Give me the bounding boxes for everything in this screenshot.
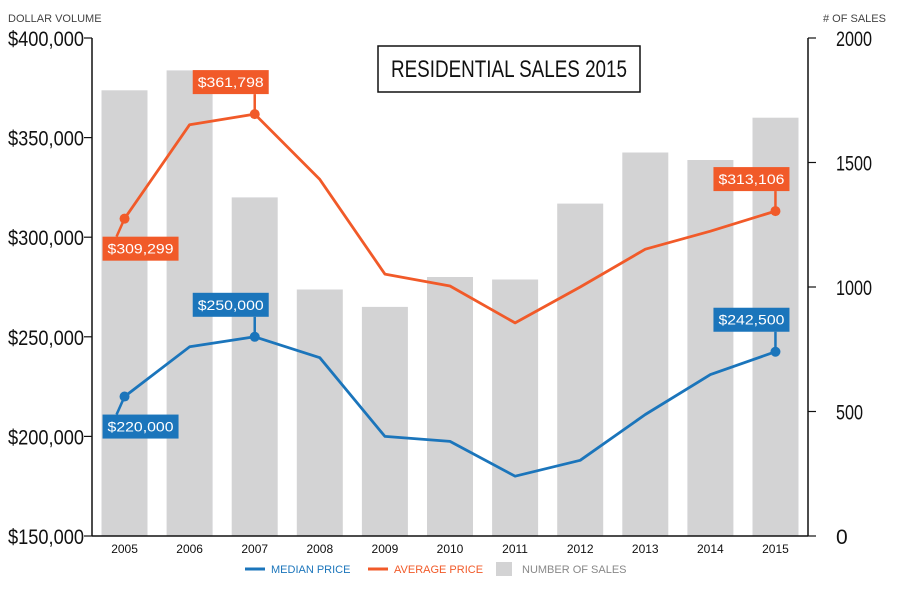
legend-label: AVERAGE PRICE xyxy=(394,564,483,576)
callouts-layer: $220,000 $250,000 $242,500 $309,299 $361,798… xyxy=(102,70,790,439)
callout-marker xyxy=(770,206,781,217)
right-tick-label: 1500 xyxy=(836,153,872,176)
chart-title-box: RESIDENTIAL SALES 2015 xyxy=(377,45,641,93)
left-tick-label: $400,000 xyxy=(8,28,84,51)
sales-bar-2008 xyxy=(296,289,343,536)
legend: MEDIAN PRICE AVERAGE PRICE NUMBER OF SALES xyxy=(245,562,627,576)
callout-box xyxy=(102,236,179,261)
left-tick-label: $350,000 xyxy=(8,128,84,151)
right-tick-label: 1000 xyxy=(836,277,872,300)
right-tick-label: 0 xyxy=(836,526,848,549)
sales-bar-2007 xyxy=(231,197,278,536)
callout-box xyxy=(713,167,790,192)
sales-bar-2014 xyxy=(687,160,734,536)
median-price-line xyxy=(123,335,777,478)
left-tick-label: $200,000 xyxy=(8,426,84,449)
callout-label: $220,000 xyxy=(108,419,174,435)
callout-marker xyxy=(119,391,130,402)
x-tick-label: 2006 xyxy=(176,542,203,556)
sales-bar-2009 xyxy=(361,306,408,536)
callout-242500: $242,500 xyxy=(713,307,790,357)
x-tick-label: 2012 xyxy=(567,542,594,556)
callout-marker xyxy=(119,213,130,224)
callout-label: $313,106 xyxy=(718,171,784,187)
sales-bar-2005 xyxy=(101,90,148,537)
sales-bar-2012 xyxy=(557,203,604,536)
callout-label: $309,299 xyxy=(108,241,174,257)
callout-label: $250,000 xyxy=(198,297,264,313)
chart-title: RESIDENTIAL SALES 2015 xyxy=(391,56,627,83)
left-tick-label: $250,000 xyxy=(8,327,84,350)
right-tick-label: 2000 xyxy=(836,28,872,51)
chart-title-frame xyxy=(377,45,641,93)
callout-250000: $250,000 xyxy=(192,292,269,342)
legend-swatch xyxy=(496,562,512,576)
x-tick-label: 2005 xyxy=(111,542,138,556)
callout-marker xyxy=(770,346,781,357)
legend-label: MEDIAN PRICE xyxy=(271,564,350,576)
callout-box xyxy=(102,414,179,439)
right-axis-title: # OF SALES xyxy=(823,13,886,25)
callout-313106: $313,106 xyxy=(713,167,790,217)
callout-marker xyxy=(249,109,260,120)
x-tick-label: 2008 xyxy=(306,542,333,556)
legend-item-median-price: MEDIAN PRICE xyxy=(245,564,350,576)
callout-220000: $220,000 xyxy=(102,391,179,439)
sales-bar-2013 xyxy=(622,152,669,536)
x-tick-label: 2014 xyxy=(697,542,724,556)
lines-layer xyxy=(123,112,777,478)
sales-bar-2010 xyxy=(427,277,473,536)
legend-item-average-price: AVERAGE PRICE xyxy=(368,564,483,576)
sales-bar-2011 xyxy=(492,279,539,536)
ticks-layer: $150,000 $200,000 $250,000 $300,000 $350,000… xyxy=(8,28,872,556)
x-tick-label: 2007 xyxy=(241,542,268,556)
left-tick-label: $300,000 xyxy=(8,227,84,250)
callout-label: $361,798 xyxy=(198,74,264,90)
callout-box xyxy=(192,292,269,317)
left-tick-label: $150,000 xyxy=(8,526,84,549)
callout-box xyxy=(713,307,790,332)
x-tick-label: 2015 xyxy=(762,542,789,556)
x-tick-label: 2009 xyxy=(372,542,399,556)
legend-item-number-of-sales: NUMBER OF SALES xyxy=(496,562,627,576)
callout-box xyxy=(192,70,269,95)
callout-label: $242,500 xyxy=(718,312,784,328)
legend-label: NUMBER OF SALES xyxy=(522,564,627,576)
x-tick-label: 2013 xyxy=(632,542,659,556)
average-price-line xyxy=(123,112,777,325)
x-tick-label: 2011 xyxy=(502,542,528,556)
x-tick-label: 2010 xyxy=(437,542,464,556)
right-tick-label: 500 xyxy=(836,402,863,425)
left-axis-title: DOLLAR VOLUME xyxy=(8,13,102,25)
callout-361798: $361,798 xyxy=(192,70,269,120)
callout-marker xyxy=(249,331,260,342)
callout-309299: $309,299 xyxy=(102,213,179,261)
